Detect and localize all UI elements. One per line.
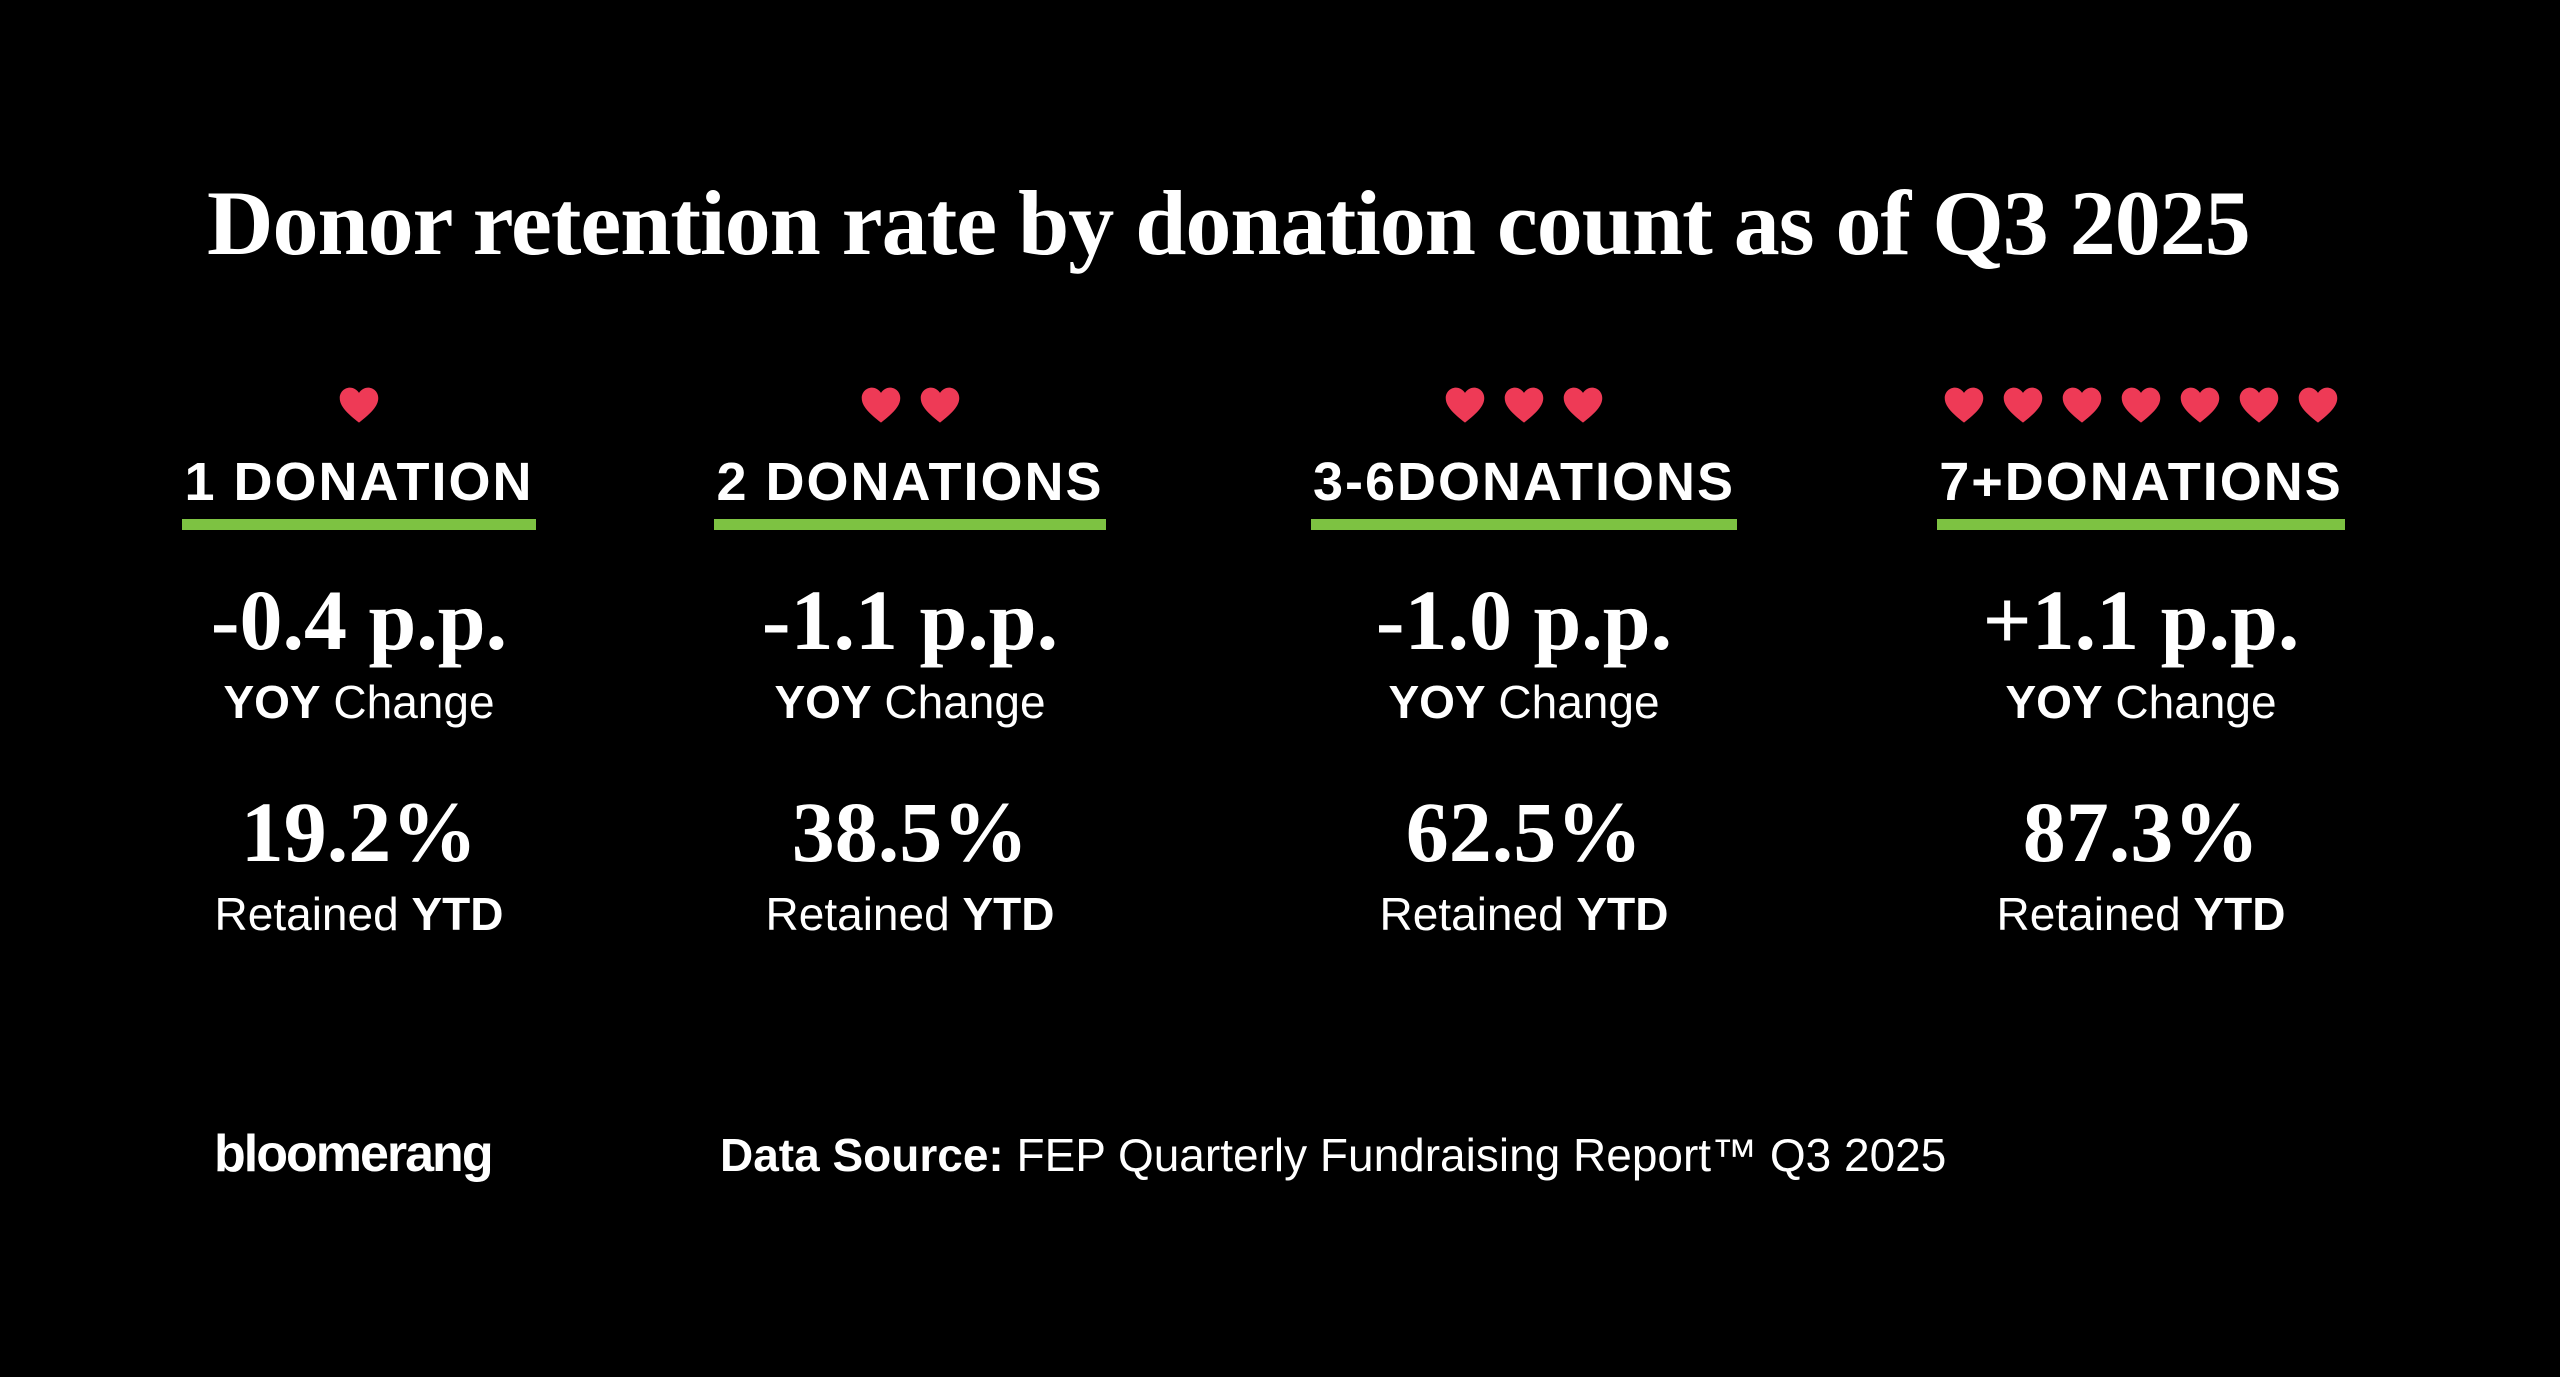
- column-label: 3-6DONATIONS: [1310, 451, 1738, 530]
- column: 1 DONATION -0.4 p.p. YOY Change 19.2% Re…: [9, 385, 709, 942]
- column: 3-6DONATIONS -1.0 p.p. YOY Change 62.5% …: [1174, 385, 1874, 942]
- change-caption: YOY Change: [560, 674, 1260, 730]
- caption-text: Retained: [1379, 888, 1564, 940]
- retained-caption: Retained YTD: [1174, 886, 1874, 942]
- hearts: [1791, 385, 2491, 445]
- caption-bold: YTD: [1576, 888, 1669, 940]
- heart: [2180, 387, 2220, 423]
- change-caption: YOY Change: [1791, 674, 2491, 730]
- retained-caption: Retained YTD: [560, 886, 1260, 942]
- yoy-change: -1.1 p.p.: [761, 572, 1059, 668]
- heart: [2062, 387, 2102, 423]
- yoy-change: +1.1 p.p.: [1982, 572, 2300, 668]
- heart: [2121, 387, 2161, 423]
- caption-bold: YOY: [774, 676, 872, 728]
- heart: [1504, 387, 1544, 423]
- retained-rate: 19.2%: [240, 784, 478, 880]
- caption-text: Change: [1498, 676, 1660, 728]
- column: 7+DONATIONS +1.1 p.p. YOY Change 87.3% R…: [1791, 385, 2491, 942]
- data-source: Data Source: FEP Quarterly Fundraising R…: [720, 1128, 1946, 1182]
- hearts: [560, 385, 1260, 445]
- column: 2 DONATIONS -1.1 p.p. YOY Change 38.5% R…: [560, 385, 1260, 942]
- caption-bold: YTD: [411, 888, 504, 940]
- caption-bold: YOY: [2005, 676, 2103, 728]
- caption-text: Change: [2115, 676, 2277, 728]
- heart: [2003, 387, 2043, 423]
- column-label: 7+DONATIONS: [1937, 451, 2345, 530]
- caption-text: Retained: [765, 888, 950, 940]
- change-caption: YOY Change: [1174, 674, 1874, 730]
- retained-rate: 62.5%: [1405, 784, 1643, 880]
- caption-text: Change: [884, 676, 1046, 728]
- change-caption: YOY Change: [9, 674, 709, 730]
- heart: [339, 387, 379, 423]
- caption-bold: YOY: [1388, 676, 1486, 728]
- caption-text: Retained: [214, 888, 399, 940]
- heart: [1563, 387, 1603, 423]
- title: Donor retention rate by donation count a…: [207, 172, 2251, 274]
- heart: [861, 387, 900, 423]
- caption-bold: YTD: [962, 888, 1055, 940]
- column-label: 2 DONATIONS: [714, 451, 1106, 530]
- hearts: [1174, 385, 1874, 445]
- heart: [2239, 387, 2279, 423]
- heart: [920, 387, 959, 423]
- yoy-change: -0.4 p.p.: [210, 572, 508, 668]
- caption-text: Change: [333, 676, 495, 728]
- logo: bloomerang: [214, 1125, 494, 1183]
- retained-rate: 87.3%: [2022, 784, 2260, 880]
- heart: [1445, 387, 1485, 423]
- source-label: Data Source:: [720, 1129, 1004, 1181]
- retained-caption: Retained YTD: [9, 886, 709, 942]
- yoy-change: -1.0 p.p.: [1375, 572, 1673, 668]
- retained-caption: Retained YTD: [1791, 886, 2491, 942]
- column-label: 1 DONATION: [182, 451, 536, 530]
- caption-text: Retained: [1996, 888, 2181, 940]
- heart: [2298, 387, 2338, 423]
- heart: [1944, 387, 1984, 423]
- retained-rate: 38.5%: [791, 784, 1029, 880]
- caption-bold: YOY: [223, 676, 321, 728]
- caption-bold: YTD: [2193, 888, 2286, 940]
- source-text: FEP Quarterly Fundraising Report™ Q3 202…: [1016, 1129, 1947, 1181]
